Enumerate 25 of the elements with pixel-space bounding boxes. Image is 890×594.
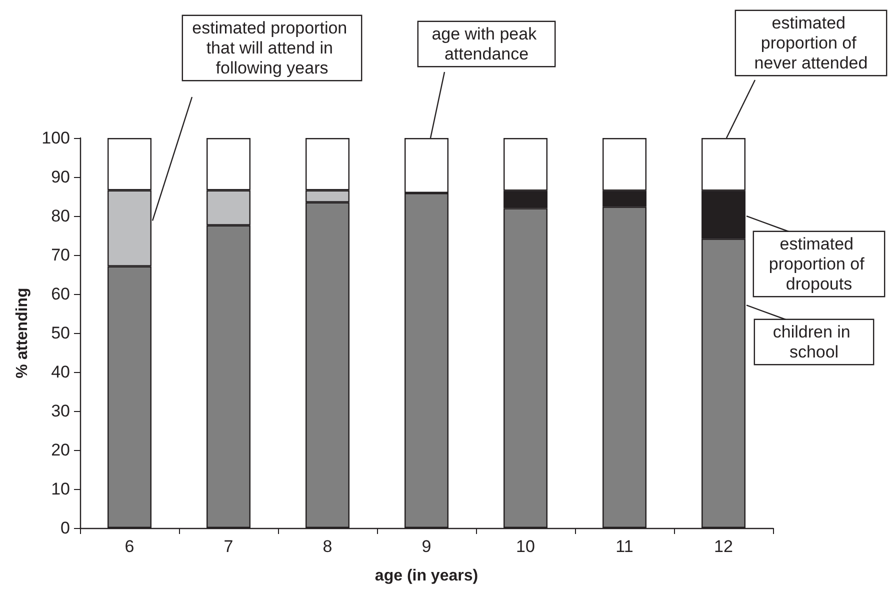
y-tick-label: 50 — [51, 324, 70, 342]
x-tick-label: 9 — [422, 537, 432, 556]
x-tick-label: 10 — [516, 537, 535, 556]
legend-label: children in school — [772, 322, 856, 362]
text: estimated proportion of never attended — [754, 14, 868, 72]
legend-label: estimated proportion of dropouts — [768, 234, 870, 294]
y-tick-label: 80 — [51, 206, 70, 226]
x-tick-label: 7 — [224, 537, 234, 556]
annotation: age with peak attendance — [432, 24, 542, 64]
y-tick-label: 10 — [51, 480, 70, 498]
x-tick-label: 12 — [714, 537, 733, 556]
text: estimated proportion that will attend in following years — [192, 18, 352, 78]
x-tick-label: 6 — [124, 537, 134, 556]
y-tick-label: 20 — [51, 440, 70, 460]
x-tick-label: 8 — [322, 537, 332, 556]
y-axis-title: % attending — [14, 288, 32, 378]
y-tick-label: 40 — [51, 362, 70, 382]
y-tick-label: 90 — [51, 168, 70, 186]
y-tick-label: 100 — [42, 128, 70, 148]
y-tick-label: 30 — [51, 402, 70, 420]
y-tick-label: 60 — [51, 284, 70, 304]
x-tick-label: 11 — [616, 537, 634, 556]
x-axis-title: age (in years) — [374, 568, 478, 584]
y-tick-label: 0 — [60, 518, 70, 538]
y-tick-label: 70 — [51, 246, 70, 264]
